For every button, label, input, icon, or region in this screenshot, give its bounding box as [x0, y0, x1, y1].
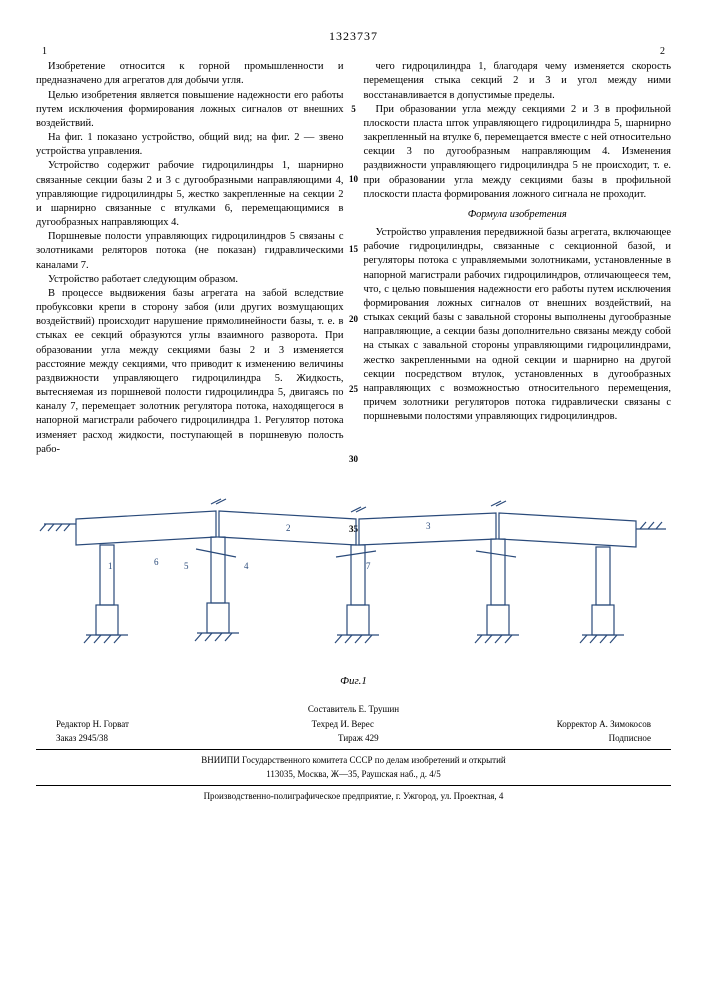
- footer: Составитель Е. Трушин Редактор Н. Горват…: [36, 703, 671, 803]
- footer-editor: Редактор Н. Горват: [56, 718, 129, 731]
- footer-compiler: Составитель Е. Трушин: [36, 703, 671, 716]
- footer-signed: Подписное: [609, 732, 651, 745]
- footer-corrector: Корректор А. Зимокосов: [557, 718, 651, 731]
- figure-svg: 5 4 6 2 3 1 7: [36, 469, 671, 669]
- left-p1: Изобретение относится к горной промышлен…: [36, 60, 344, 88]
- figure-caption: Фиг.1: [340, 674, 367, 689]
- col-number-left: 1: [42, 45, 47, 59]
- footer-divider-2: [36, 785, 671, 786]
- marker-30: 30: [347, 453, 361, 465]
- left-column: Изобретение относится к горной промышлен…: [36, 60, 344, 457]
- left-p2: Целью изобретения является повышение над…: [36, 89, 344, 132]
- svg-text:7: 7: [366, 561, 371, 571]
- right-column: чего гидроцилиндра 1, благодаря чему изм…: [364, 60, 672, 457]
- left-p5: Поршневые полости управляющих гидроцилин…: [36, 230, 344, 273]
- text-columns: 1 2 5 10 15 20 25 30 35 Изобретение отно…: [36, 60, 671, 457]
- col-number-right: 2: [660, 45, 665, 59]
- footer-org2: 113035, Москва, Ж—35, Раушская наб., д. …: [36, 768, 671, 781]
- marker-20: 20: [347, 313, 361, 325]
- footer-org3: Производственно-полиграфическое предприя…: [36, 790, 671, 803]
- footer-tirage: Тираж 429: [338, 732, 379, 745]
- marker-15: 15: [347, 243, 361, 255]
- figure-1: 5 4 6 2 3 1 7 Фиг.1: [36, 469, 671, 689]
- marker-10: 10: [347, 173, 361, 185]
- svg-text:5: 5: [184, 561, 189, 571]
- svg-text:4: 4: [244, 561, 249, 571]
- footer-divider-1: [36, 749, 671, 750]
- left-p3: На фиг. 1 показано устройство, общий вид…: [36, 131, 344, 159]
- footer-techred: Техред И. Верес: [312, 718, 374, 731]
- left-p6: Устройство работает следующим образом.: [36, 273, 344, 287]
- svg-text:1: 1: [108, 561, 113, 571]
- left-p4: Устройство содержит рабочие гидроцилиндр…: [36, 159, 344, 230]
- right-p2: При образовании угла между секциями 2 и …: [364, 103, 672, 202]
- footer-org1: ВНИИПИ Государственного комитета СССР по…: [36, 754, 671, 767]
- svg-text:2: 2: [286, 523, 291, 533]
- svg-text:3: 3: [426, 521, 431, 531]
- formula-title: Формула изобретения: [364, 208, 672, 222]
- left-p7: В процессе выдвижения базы агрегата на з…: [36, 287, 344, 457]
- patent-number: 1323737: [36, 28, 671, 44]
- right-p1: чего гидроцилиндра 1, благодаря чему изм…: [364, 60, 672, 103]
- marker-25: 25: [347, 383, 361, 395]
- svg-text:6: 6: [154, 557, 159, 567]
- footer-order: Заказ 2945/38: [56, 732, 108, 745]
- right-p3: Устройство управления передвижной базы а…: [364, 226, 672, 424]
- marker-5: 5: [347, 103, 361, 115]
